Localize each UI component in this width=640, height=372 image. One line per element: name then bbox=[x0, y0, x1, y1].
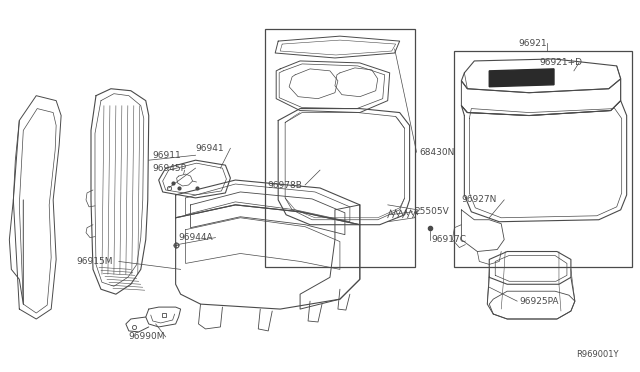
Text: 96990M: 96990M bbox=[129, 332, 165, 341]
Text: 96927N: 96927N bbox=[461, 195, 497, 204]
Polygon shape bbox=[489, 69, 554, 87]
Text: 96911: 96911 bbox=[153, 151, 182, 160]
Text: 96944A: 96944A bbox=[179, 233, 213, 242]
Text: R969001Y: R969001Y bbox=[576, 350, 619, 359]
Text: 96921: 96921 bbox=[518, 39, 547, 48]
Text: 68430N: 68430N bbox=[420, 148, 455, 157]
Text: 96921+D: 96921+D bbox=[539, 58, 582, 67]
Text: 96978B: 96978B bbox=[268, 180, 302, 189]
Text: 96941: 96941 bbox=[196, 144, 224, 153]
Text: 96917C: 96917C bbox=[431, 235, 467, 244]
Text: 96945P: 96945P bbox=[153, 164, 187, 173]
Text: 25505V: 25505V bbox=[415, 207, 449, 216]
Bar bbox=[454, 51, 632, 267]
Text: 96915M: 96915M bbox=[76, 257, 113, 266]
Text: 96925PA: 96925PA bbox=[519, 296, 559, 306]
Bar bbox=[265, 29, 415, 267]
